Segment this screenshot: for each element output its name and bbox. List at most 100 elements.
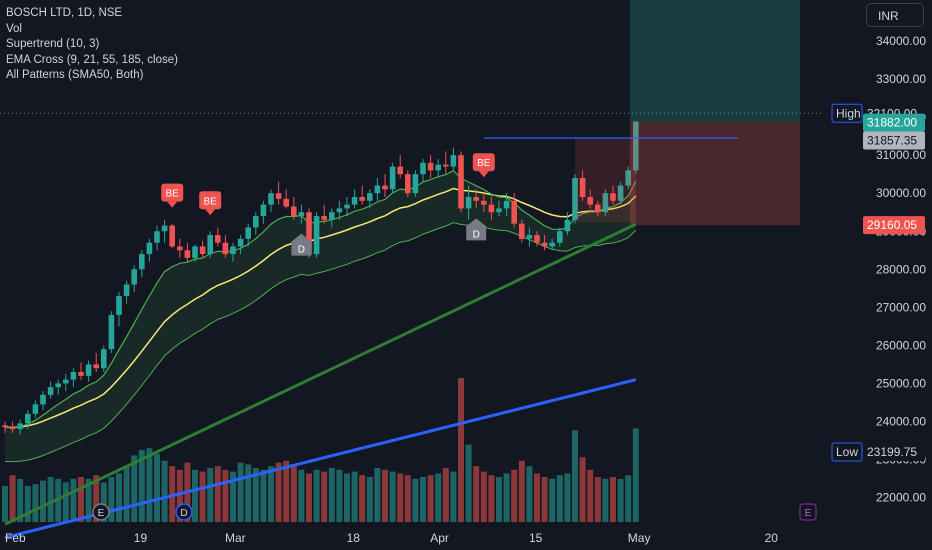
ema-9-line — [4, 169, 637, 429]
pattern-bull-box — [291, 233, 312, 256]
volume-bar — [344, 473, 350, 522]
candle-body — [78, 372, 84, 376]
indicator-legend: BOSCH LTD, 1D, NSE Vol Supertrend (10, 3… — [6, 6, 178, 84]
volume-bar — [503, 473, 510, 522]
volume-bar — [564, 473, 571, 522]
candle-body — [435, 164, 441, 171]
candle-body — [465, 197, 472, 209]
candle-body — [511, 200, 517, 224]
time-tick: May — [628, 531, 651, 545]
volume-bar — [587, 469, 594, 522]
time-tick: 15 — [529, 531, 543, 545]
volume-bar — [24, 486, 31, 522]
candle-body — [443, 164, 449, 167]
candle-body — [427, 162, 434, 171]
volume-bar — [534, 473, 540, 522]
volume-bar — [412, 478, 419, 522]
volume-bar — [625, 475, 632, 522]
legend-vol[interactable]: Vol — [6, 22, 22, 35]
volume-bar — [541, 477, 548, 522]
candle-body — [9, 427, 16, 430]
candle-body — [610, 193, 616, 201]
pattern-bear-box — [199, 191, 222, 210]
ema-layer — [4, 169, 637, 540]
candle-body — [382, 185, 388, 190]
price-tick: 33000.00 — [876, 72, 926, 86]
candle-body — [351, 197, 358, 205]
high-label-bg — [831, 103, 863, 123]
price-tick: 34000.00 — [876, 34, 926, 48]
time-axis[interactable]: Feb 19 Mar 18 Apr 15 May 20 — [5, 531, 778, 545]
candle-body — [184, 250, 191, 258]
volume-bar — [93, 475, 100, 522]
candle-body — [481, 200, 487, 205]
candle-body — [564, 219, 571, 232]
range-zone — [575, 138, 636, 222]
stop-zone — [629, 121, 800, 226]
volume-bar — [62, 482, 69, 522]
volume-bar — [549, 478, 556, 522]
volume-bar — [450, 471, 457, 522]
pattern-bull-label: D — [298, 245, 305, 256]
low-label: Low — [836, 445, 858, 459]
currency-button[interactable]: INR — [866, 3, 924, 27]
legend-patterns[interactable]: All Patterns (SMA50, Both) — [6, 69, 144, 81]
candle-body — [17, 423, 23, 430]
candle-body — [579, 177, 586, 198]
candle-body — [63, 379, 69, 384]
candle-body — [336, 208, 343, 213]
candle-body — [397, 166, 403, 175]
candle-body — [496, 208, 502, 213]
volume-bar — [473, 466, 480, 522]
candle-body — [123, 284, 130, 296]
candle-body — [237, 238, 244, 247]
volume-bar — [511, 469, 518, 522]
candle-body — [534, 235, 540, 243]
position-tool[interactable] — [0, 0, 824, 226]
volume-bar — [306, 473, 312, 522]
volume-bar — [556, 475, 563, 522]
target-zone — [629, 0, 800, 122]
candle-body — [275, 193, 282, 199]
volume-bar — [199, 471, 206, 522]
candle-body — [587, 197, 593, 205]
volume-bar — [465, 444, 472, 522]
candle-body — [215, 235, 221, 243]
candle-body — [283, 198, 289, 207]
candle-body — [602, 193, 609, 213]
volume-bar — [526, 466, 533, 522]
volume-bar — [268, 466, 274, 522]
volume-bar — [116, 473, 122, 522]
volume-bar — [32, 484, 39, 522]
candle-body — [389, 166, 396, 190]
earnings-event-icon — [799, 503, 817, 521]
pattern-bear-pointer — [205, 209, 216, 216]
candle-body — [420, 162, 426, 175]
volume-bar — [382, 469, 388, 522]
candle-body — [412, 174, 419, 194]
symbol-title[interactable]: BOSCH LTD, 1D, NSE — [6, 7, 123, 19]
legend-ema-cross[interactable]: EMA Cross (9, 21, 55, 185, close) — [6, 53, 178, 66]
candle-body — [503, 200, 510, 209]
candle-body — [557, 231, 563, 243]
price-tick: 31000.00 — [876, 148, 926, 162]
volume-bar — [207, 468, 214, 522]
candle-body — [526, 235, 533, 239]
volume-bar — [496, 477, 502, 522]
volume-bar — [374, 468, 381, 522]
volume-bar — [40, 480, 46, 522]
candle-body — [199, 246, 206, 255]
candle-body — [405, 174, 411, 194]
legend-supertrend[interactable]: Supertrend (10, 3) — [6, 38, 100, 50]
candle-body — [222, 242, 229, 255]
candle-body — [25, 413, 31, 424]
volume-bar — [404, 475, 411, 522]
stop-value-label-bg — [863, 216, 925, 235]
candle-body — [541, 242, 548, 247]
low-value-bg — [863, 442, 925, 461]
time-tick: Feb — [5, 531, 26, 545]
candle-body — [40, 394, 46, 405]
last-price-label-bg — [863, 113, 925, 132]
price-tick: 22000.00 — [876, 491, 926, 505]
